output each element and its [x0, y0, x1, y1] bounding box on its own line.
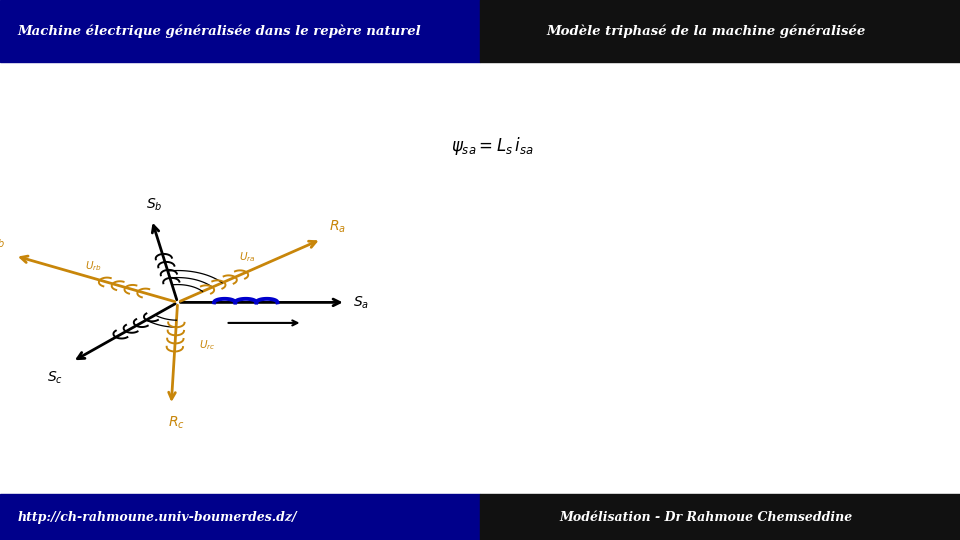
- Bar: [480, 494, 960, 540]
- Text: $R_b$: $R_b$: [0, 234, 6, 251]
- Text: $U_{ra}$: $U_{ra}$: [239, 250, 255, 264]
- Bar: [0, 0, 480, 62]
- Text: http://ch-rahmoune.univ-boumerdes.dz/: http://ch-rahmoune.univ-boumerdes.dz/: [17, 510, 297, 524]
- Text: $R_a$: $R_a$: [329, 219, 346, 235]
- Text: $U_{rb}$: $U_{rb}$: [84, 259, 102, 273]
- Text: $S_a$: $S_a$: [353, 294, 370, 310]
- Text: $R_c$: $R_c$: [168, 415, 184, 431]
- Bar: [480, 0, 960, 62]
- Text: Machine électrique généralisée dans le repère naturel: Machine électrique généralisée dans le r…: [17, 24, 420, 38]
- Bar: [0, 494, 480, 540]
- Text: $S_b$: $S_b$: [146, 197, 163, 213]
- Text: $S_c$: $S_c$: [47, 370, 62, 386]
- Text: $\psi_{sa} = L_s \, i_{sa}$: $\psi_{sa} = L_s \, i_{sa}$: [451, 135, 534, 157]
- Text: Modèle triphasé de la machine généralisée: Modèle triphasé de la machine généralisé…: [546, 24, 865, 38]
- Text: Modélisation - Dr Rahmoue Chemseddine: Modélisation - Dr Rahmoue Chemseddine: [559, 510, 852, 524]
- Text: $U_{rc}$: $U_{rc}$: [199, 339, 215, 353]
